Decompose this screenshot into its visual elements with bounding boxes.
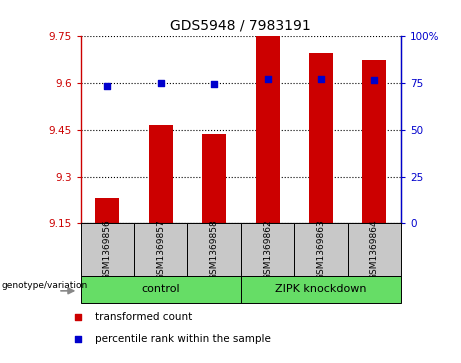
Point xyxy=(104,83,111,89)
Bar xyxy=(81,276,241,303)
Text: GSM1369858: GSM1369858 xyxy=(210,219,219,280)
Point xyxy=(264,76,271,82)
Point xyxy=(371,77,378,82)
Bar xyxy=(309,53,333,223)
Title: GDS5948 / 7983191: GDS5948 / 7983191 xyxy=(171,19,311,32)
Text: transformed count: transformed count xyxy=(95,312,192,322)
Text: GSM1369857: GSM1369857 xyxy=(156,219,165,280)
Bar xyxy=(348,223,401,276)
Point xyxy=(211,81,218,86)
Point xyxy=(74,336,82,342)
Text: GSM1369864: GSM1369864 xyxy=(370,219,379,280)
Bar xyxy=(255,36,279,223)
Bar xyxy=(362,60,386,223)
Text: GSM1369856: GSM1369856 xyxy=(103,219,112,280)
Bar xyxy=(188,223,241,276)
Point xyxy=(74,314,82,319)
Bar xyxy=(149,125,173,223)
Point xyxy=(317,76,325,82)
Bar xyxy=(95,198,119,223)
Bar xyxy=(202,134,226,223)
Text: control: control xyxy=(142,285,180,294)
Text: ZIPK knockdown: ZIPK knockdown xyxy=(275,285,366,294)
Text: percentile rank within the sample: percentile rank within the sample xyxy=(95,334,271,344)
Text: GSM1369863: GSM1369863 xyxy=(316,219,325,280)
Bar xyxy=(241,276,401,303)
Bar xyxy=(134,223,188,276)
Bar xyxy=(81,223,134,276)
Bar xyxy=(294,223,348,276)
Point xyxy=(157,80,165,86)
Text: GSM1369862: GSM1369862 xyxy=(263,219,272,280)
Bar xyxy=(241,223,294,276)
Text: genotype/variation: genotype/variation xyxy=(1,281,88,290)
